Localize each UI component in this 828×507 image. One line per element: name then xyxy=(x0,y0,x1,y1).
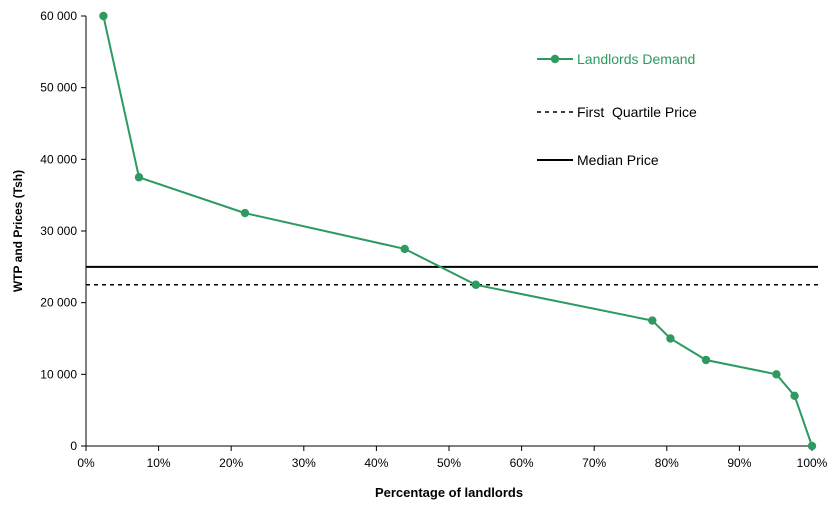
x-tick-label: 0% xyxy=(77,456,95,470)
landlords-demand-point xyxy=(400,244,409,254)
y-tick-label: 60 000 xyxy=(40,9,77,23)
y-axis-label: WTP and Prices (Tsh) xyxy=(11,170,25,292)
landlords-demand-point xyxy=(807,441,817,451)
y-tick-label: 50 000 xyxy=(40,81,77,95)
landlords-demand-point xyxy=(666,334,675,343)
x-axis-label: Percentage of landlords xyxy=(375,485,523,500)
x-tick-label: 70% xyxy=(582,456,606,470)
landlords-demand-point xyxy=(240,208,250,218)
landlords-demand-point xyxy=(99,11,108,21)
legend-label: Median Price xyxy=(577,152,659,168)
axes: 0 10 000 20 000 30 000 40 000 50 000 60 000 0% 1… xyxy=(40,9,827,470)
y-tick-label: 30 000 xyxy=(40,224,77,238)
landlords-demand-point xyxy=(772,370,781,379)
x-tick-label: 10% xyxy=(147,456,171,470)
y-tick-label: 0 xyxy=(70,439,77,453)
x-tick-label: 20% xyxy=(219,456,243,470)
landlords-demand-line xyxy=(102,15,813,447)
landlords-demand-point xyxy=(790,391,799,401)
y-tick-label: 10 000 xyxy=(40,367,77,381)
y-tick-label: 40 000 xyxy=(40,152,77,166)
x-tick-label: 40% xyxy=(364,456,388,470)
landlords-demand-point xyxy=(648,316,657,325)
x-tick-label: 60% xyxy=(510,456,534,470)
x-tick-label: 50% xyxy=(437,456,461,470)
landlords-demand-point xyxy=(471,280,481,289)
legend: Landlords Demand First Quartile Price Medi… xyxy=(537,51,697,168)
legend-label: Landlords Demand xyxy=(577,51,695,67)
x-tick-label: 80% xyxy=(655,456,679,470)
reference-lines xyxy=(86,265,818,286)
legend-demand-marker xyxy=(550,54,560,64)
x-tick-label: 90% xyxy=(727,456,751,470)
y-tick-label: 20 000 xyxy=(40,296,77,310)
legend-label: First Quartile Price xyxy=(577,104,697,120)
x-tick-label: 30% xyxy=(292,456,316,470)
landlords-demand-point xyxy=(134,173,144,182)
landlords-demand-point xyxy=(701,355,711,365)
series-group xyxy=(99,11,817,451)
x-tick-label: 100% xyxy=(797,456,828,470)
